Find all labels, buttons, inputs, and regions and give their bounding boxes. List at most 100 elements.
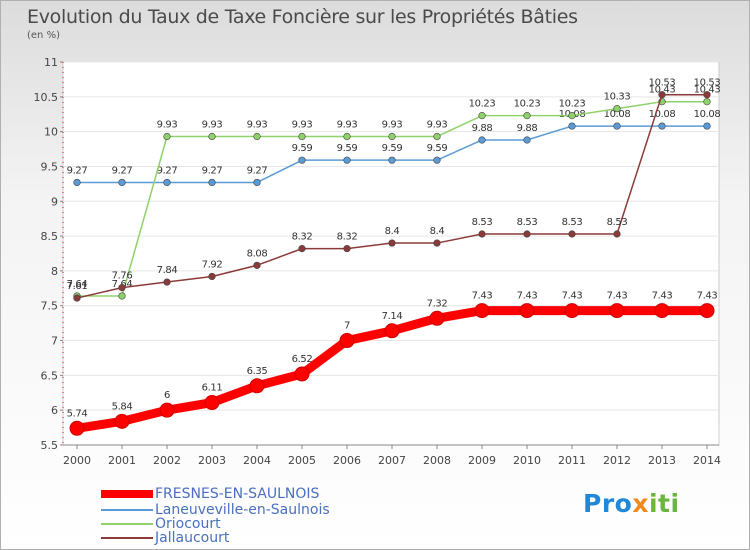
data-point-2: [523, 112, 531, 120]
data-label-2: 10.43: [694, 85, 721, 96]
x-tick-label: 2013: [648, 454, 676, 467]
data-point-3: [388, 239, 396, 247]
data-label-0: 6.35: [247, 366, 268, 377]
data-point-1: [658, 122, 666, 130]
x-tick-label: 2011: [558, 454, 586, 467]
data-point-0: [204, 395, 220, 411]
y-tick-label: 6.5: [41, 369, 59, 382]
legend-swatch-jallaucourt: [101, 537, 153, 539]
legend-label-fresnes: FRESNES-EN-SAULNOIS: [155, 486, 320, 502]
data-label-3: 8.32: [292, 232, 313, 243]
data-label-3: 7.92: [202, 259, 223, 270]
data-point-3: [613, 230, 621, 238]
y-tick-label: 5.5: [41, 439, 59, 452]
data-point-0: [654, 303, 670, 319]
data-label-1: 9.59: [382, 143, 403, 154]
data-label-0: 5.84: [112, 401, 133, 412]
data-point-1: [433, 156, 441, 164]
data-label-3: 7.84: [157, 265, 178, 276]
data-point-3: [298, 245, 306, 253]
data-point-2: [253, 132, 261, 141]
data-label-1: 9.59: [337, 143, 358, 154]
x-tick-label: 2005: [288, 454, 316, 467]
data-label-0: 7.32: [427, 298, 448, 309]
data-point-2: [343, 132, 351, 141]
data-point-3: [703, 91, 711, 99]
y-tick-label: 10: [44, 126, 58, 139]
data-label-1: 10.08: [649, 109, 676, 120]
data-point-1: [73, 178, 81, 187]
data-point-0: [564, 303, 580, 319]
data-label-3: 10.53: [649, 78, 676, 89]
data-label-3: 10.53: [694, 78, 721, 89]
data-label-0: 6: [164, 390, 170, 401]
data-label-0: 7.43: [562, 291, 583, 302]
data-point-2: [163, 132, 171, 141]
data-label-0: 5.74: [67, 408, 88, 419]
data-point-1: [163, 178, 171, 187]
data-point-0: [69, 420, 85, 436]
data-point-2: [568, 112, 576, 120]
data-point-2: [298, 132, 306, 141]
data-label-2: 7.64: [67, 279, 88, 290]
data-point-2: [118, 292, 126, 300]
data-point-0: [249, 378, 265, 394]
y-tick-label: 9.5: [41, 160, 59, 173]
x-tick-label: 2000: [63, 454, 91, 467]
data-label-1: 10.08: [694, 109, 721, 120]
y-tick-label: 8: [51, 265, 58, 278]
data-label-0: 7.43: [472, 291, 493, 302]
data-point-3: [253, 261, 261, 269]
data-label-2: 9.93: [427, 120, 448, 131]
data-point-0: [114, 413, 130, 429]
y-tick-label: 6: [51, 404, 58, 417]
data-label-2: 10.33: [604, 92, 631, 103]
data-point-3: [118, 284, 126, 292]
x-tick-label: 2010: [513, 454, 541, 467]
data-label-3: 8.4: [430, 226, 445, 237]
data-label-1: 9.27: [247, 165, 268, 176]
x-tick-label: 2006: [333, 454, 361, 467]
data-point-2: [703, 98, 711, 106]
data-label-2: 9.93: [382, 120, 403, 131]
x-tick-label: 2002: [153, 454, 181, 467]
data-label-3: 8.53: [607, 217, 628, 228]
data-point-0: [519, 303, 535, 319]
data-label-2: 9.93: [292, 120, 313, 131]
data-label-3: 8.32: [337, 232, 358, 243]
data-point-3: [433, 239, 441, 247]
x-tick-label: 2004: [243, 454, 271, 467]
data-point-1: [208, 178, 216, 187]
legend-label-jallaucourt: Jallaucourt: [155, 530, 230, 546]
data-label-0: 7.43: [607, 291, 628, 302]
data-point-3: [523, 230, 531, 238]
data-label-1: 9.27: [112, 165, 133, 176]
data-label-1: 9.27: [67, 165, 88, 176]
data-point-1: [703, 122, 711, 130]
data-label-3: 8.53: [562, 217, 583, 228]
data-point-2: [613, 105, 621, 113]
data-label-1: 10.08: [604, 109, 631, 120]
legend-label-oriocourt: Oriocourt: [155, 516, 221, 532]
data-label-1: 9.27: [157, 165, 178, 176]
data-label-0: 7.14: [382, 311, 403, 322]
data-point-2: [388, 132, 396, 141]
data-point-3: [658, 91, 666, 99]
data-point-1: [298, 156, 306, 164]
data-point-0: [294, 366, 310, 382]
data-label-3: 8.53: [472, 217, 493, 228]
data-point-3: [208, 272, 216, 281]
data-label-2: 9.93: [337, 120, 358, 131]
data-label-0: 7: [344, 321, 350, 332]
legend-label-laneuveville: Laneuveville-en-Saulnois: [155, 502, 330, 518]
data-label-3: 8.4: [385, 226, 400, 237]
x-tick-label: 2014: [693, 454, 721, 467]
data-label-1: 9.88: [517, 123, 538, 134]
x-tick-label: 2012: [603, 454, 631, 467]
data-point-0: [474, 303, 490, 319]
data-label-1: 9.59: [427, 143, 448, 154]
data-point-3: [478, 230, 486, 238]
data-label-0: 7.43: [517, 291, 538, 302]
legend-swatch-laneuveville: [101, 509, 153, 511]
